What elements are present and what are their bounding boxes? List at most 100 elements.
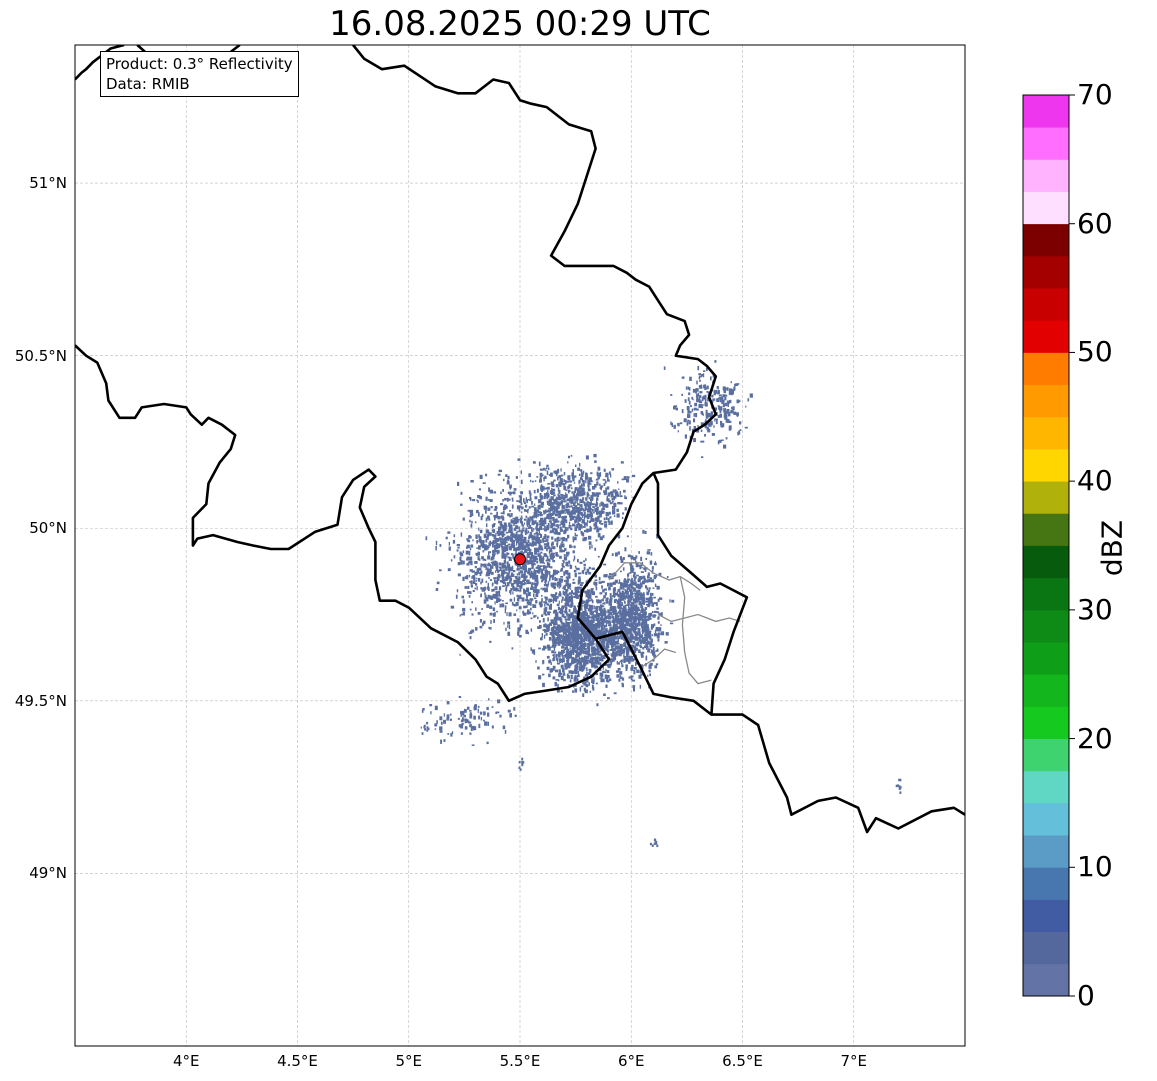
echo-pixel: [640, 571, 644, 573]
echo-pixel: [623, 659, 626, 663]
echo-pixel: [564, 570, 569, 574]
echo-pixel: [469, 496, 472, 500]
echo-pixel: [485, 517, 488, 522]
echo-pixel: [596, 494, 600, 498]
echo-pixel: [602, 610, 606, 614]
echo-pixel: [635, 584, 639, 588]
colorbar-segment: [1023, 159, 1069, 192]
echo-pixel: [568, 630, 570, 634]
echo-pixel: [439, 730, 443, 733]
echo-pixel: [599, 662, 602, 667]
echo-pixel: [618, 488, 620, 490]
echo-pixel: [628, 583, 632, 588]
echo-pixel: [557, 625, 561, 630]
echo-pixel: [576, 491, 579, 496]
echo-pixel: [553, 499, 555, 501]
echo-pixel: [460, 724, 464, 729]
echo-pixel: [619, 647, 623, 651]
echo-pixel: [508, 566, 512, 571]
echo-pixel: [478, 534, 480, 538]
colorbar-segment: [1023, 899, 1069, 933]
echo-pixel: [650, 592, 652, 597]
echo-pixel: [611, 614, 613, 618]
echo-pixel: [570, 603, 572, 606]
echo-pixel: [551, 487, 553, 492]
echo-pixel: [609, 630, 612, 634]
echo-pixel: [613, 502, 616, 507]
echo-pixel: [421, 709, 424, 713]
echo-pixel: [610, 597, 613, 600]
echo-pixel: [569, 480, 572, 483]
echo-pixel: [582, 600, 586, 604]
echo-pixel: [619, 607, 621, 611]
echo-pixel: [495, 591, 499, 596]
echo-pixel: [468, 595, 471, 598]
echo-pixel: [580, 637, 583, 642]
echo-pixel: [522, 564, 526, 567]
echo-pixel: [625, 646, 627, 650]
echo-pixel: [572, 507, 575, 509]
echo-pixel: [671, 599, 675, 603]
echo-pixel: [507, 545, 509, 550]
echo-pixel: [544, 487, 548, 490]
echo-pixel: [542, 556, 545, 561]
echo-pixel: [579, 584, 583, 587]
echo-pixel: [625, 594, 628, 599]
echo-pixel: [630, 565, 634, 570]
echo-pixel: [592, 646, 596, 651]
echo-pixel: [696, 380, 698, 385]
echo-pixel: [560, 576, 564, 578]
echo-pixel: [546, 496, 548, 499]
echo-pixel: [596, 649, 600, 654]
echo-pixel: [555, 530, 558, 535]
echo-pixel: [595, 656, 598, 660]
echo-pixel: [457, 573, 461, 577]
echo-pixel: [497, 543, 501, 547]
echo-pixel: [552, 511, 555, 515]
echo-pixel: [471, 520, 473, 524]
echo-pixel: [635, 662, 637, 667]
echo-pixel: [617, 502, 621, 505]
echo-pixel: [507, 513, 510, 517]
echo-pixel: [513, 518, 516, 523]
echo-pixel: [592, 486, 596, 490]
echo-pixel: [550, 496, 552, 500]
echo-pixel: [474, 561, 478, 564]
echo-pixel: [565, 579, 568, 584]
echo-pixel: [543, 496, 546, 500]
echo-pixel: [494, 548, 497, 553]
echo-pixel: [608, 521, 611, 524]
echo-pixel: [533, 489, 536, 494]
echo-pixel: [494, 552, 496, 556]
echo-pixel: [520, 542, 524, 546]
echo-pixel: [563, 679, 566, 682]
echo-pixel: [515, 476, 518, 479]
echo-pixel: [715, 419, 718, 425]
echo-pixel: [640, 634, 644, 638]
echo-pixel: [490, 561, 493, 564]
echo-pixel: [585, 660, 589, 663]
echo-pixel: [574, 649, 578, 653]
echo-pixel: [534, 520, 537, 522]
echo-pixel: [618, 646, 620, 650]
echo-pixel: [492, 582, 494, 585]
echo-pixel: [523, 498, 525, 503]
echo-pixel: [434, 728, 437, 730]
echo-pixel: [612, 656, 617, 661]
echo-pixel: [600, 485, 604, 488]
echo-pixel: [645, 585, 648, 589]
echo-pixel: [638, 637, 641, 642]
echo-pixel: [640, 609, 644, 614]
echo-pixel: [586, 657, 590, 659]
echo-pixel: [565, 633, 567, 638]
echo-pixel: [546, 514, 549, 518]
echo-pixel: [523, 562, 527, 565]
echo-pixel: [562, 560, 565, 564]
echo-pixel: [537, 565, 541, 570]
echo-pixel: [553, 505, 556, 510]
echo-pixel: [490, 506, 493, 509]
echo-pixel: [604, 523, 608, 528]
echo-pixel: [621, 608, 625, 613]
echo-pixel: [533, 542, 537, 546]
echo-pixel: [541, 614, 544, 617]
